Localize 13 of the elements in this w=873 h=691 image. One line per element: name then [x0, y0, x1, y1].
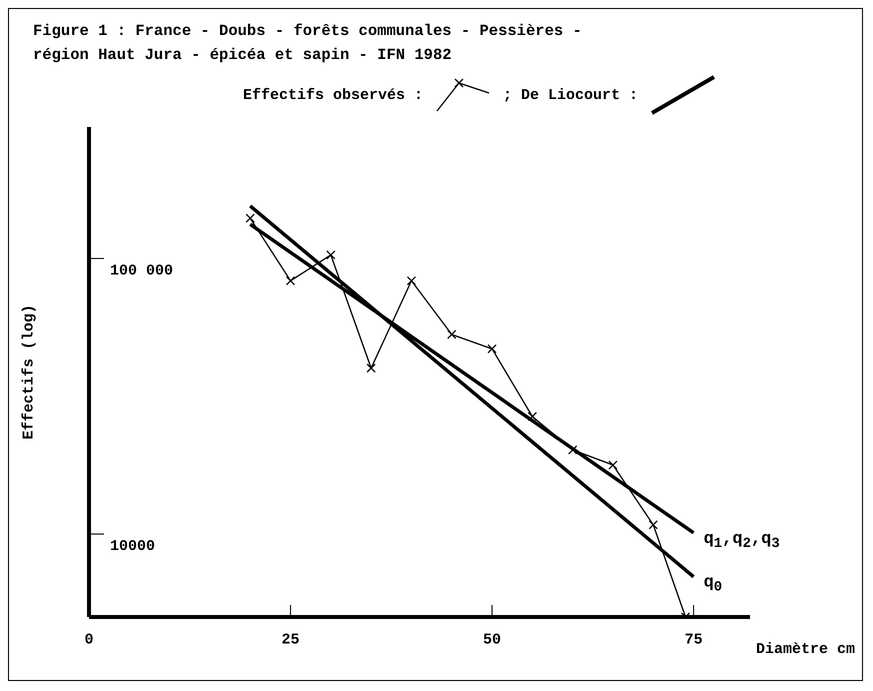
- y-tick-label: 10000: [110, 538, 156, 556]
- y-axis-title: Effectifs (log): [20, 304, 38, 440]
- y-tick-label: 100 000: [110, 262, 174, 280]
- x-axis-title: Diamètre cm: [756, 641, 856, 658]
- series-label: q$_{0}$: [704, 574, 722, 596]
- x-tick-label: 75: [684, 632, 703, 649]
- legend-label: Effectifs observés :: [242, 86, 423, 104]
- text: ; De Liocourt :: [503, 86, 638, 104]
- x-tick-label: 50: [483, 632, 502, 649]
- x-tick-label: 25: [282, 632, 300, 649]
- series-label: q$_{1}$,q$_{2}$,q$_{3}$: [704, 530, 780, 552]
- x-tick-label: 0: [84, 632, 94, 649]
- chart-title: Figure 1 : France - Doubs - forêts communales - Pessières - région Haut Jura - épicéa et sapin - IFN 1982: [32, 21, 583, 66]
